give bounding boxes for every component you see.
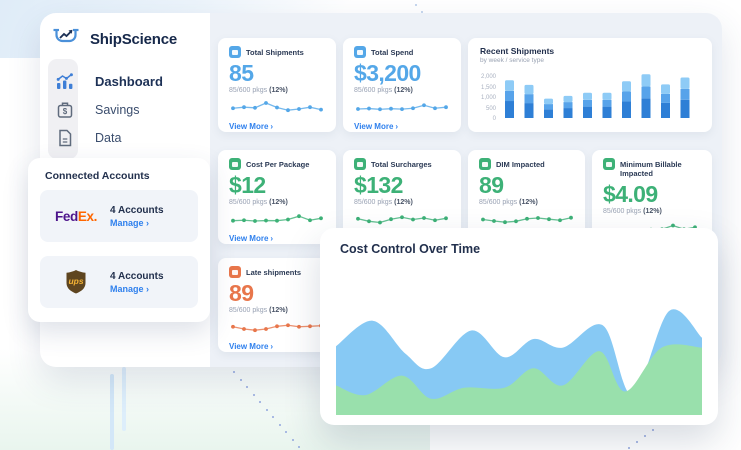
bar-chart: 2,000 1,500 1,000 500 0 — [480, 68, 700, 122]
card-recent-shipments: Recent Shipments by week / service type … — [468, 38, 712, 132]
stat-sub: 85/600 pkgs (12%) — [229, 199, 288, 206]
account-count: 4 Accounts — [110, 270, 164, 282]
sparkline-chart — [356, 215, 448, 225]
spend-icon — [354, 46, 366, 58]
chevron-right-icon: › — [270, 234, 274, 243]
chevron-right-icon: › — [270, 122, 274, 131]
connected-accounts-panel: Connected Accounts Fed Ex. 4 Accounts Man… — [28, 158, 210, 322]
sidebar-item-label: Savings — [95, 103, 140, 117]
minimum-billable-icon — [603, 158, 615, 170]
stacked-bars — [505, 74, 690, 118]
view-more-link[interactable]: View More› — [229, 122, 274, 131]
surcharges-icon — [354, 158, 366, 170]
view-more-link[interactable]: View More› — [229, 234, 274, 243]
manage-link[interactable]: Manage › — [110, 217, 150, 228]
dashboard-icon — [55, 71, 75, 91]
stat-value: 89 — [479, 172, 504, 198]
stat-sub: 85/600 pkgs (12%) — [603, 207, 662, 215]
card-title: Total Shipments — [246, 48, 304, 57]
stat-sub: 85/600 pkgs (12%) — [229, 87, 288, 94]
decor-vertical-line — [122, 367, 126, 431]
shipscience-logo-icon — [52, 25, 80, 54]
sparkline-chart — [231, 101, 323, 113]
savings-icon: $ — [55, 100, 75, 120]
stat-sub: 85/600 pkgs (12%) — [479, 199, 538, 206]
fedex-logo: Fed Ex. — [55, 208, 97, 224]
card-title: Total Surcharges — [371, 160, 432, 169]
cost-control-panel: Cost Control Over Time — [320, 228, 718, 425]
card-title: Late shipments — [246, 268, 302, 277]
card-title: Cost Per Package — [246, 160, 310, 169]
sidebar-item-savings[interactable]: $ Savings — [40, 98, 208, 122]
shipments-icon — [229, 46, 241, 58]
late-shipments-icon — [229, 266, 241, 278]
card-late-shipments: Late shipments 89 85/600 pkgs (12%) View … — [218, 258, 336, 352]
sparkline-chart — [231, 214, 323, 223]
chevron-right-icon: › — [395, 122, 399, 131]
data-document-icon — [55, 128, 75, 148]
chevron-right-icon: › — [146, 217, 150, 228]
chart-title: Recent Shipments — [480, 46, 555, 56]
card-cost-per-package: Cost Per Package $12 85/600 pkgs (12%) Vi… — [218, 150, 336, 244]
card-total-spend: Total Spend $3,200 85/600 pkgs (12%) View… — [343, 38, 461, 132]
area-chart — [336, 309, 702, 415]
card-title: DIM Impacted — [496, 160, 545, 169]
svg-text:$: $ — [63, 107, 68, 116]
view-more-link[interactable]: View More› — [229, 342, 274, 351]
stat-value: $4.09 — [603, 180, 658, 207]
card-title: Minimum Billable Impacted — [620, 160, 682, 179]
account-row-ups: ups 4 Accounts Manage › — [40, 256, 198, 308]
y-axis-labels: 2,000 1,500 1,000 500 0 — [480, 74, 496, 122]
chart-subtitle: by week / service type — [480, 57, 544, 64]
sidebar-item-dashboard[interactable]: Dashboard — [40, 69, 208, 93]
view-more-link[interactable]: View More› — [354, 122, 399, 131]
brand[interactable]: ShipScience — [52, 25, 177, 54]
stat-value: $132 — [354, 172, 403, 198]
sparkline-chart — [481, 215, 573, 225]
account-row-fedex: Fed Ex. 4 Accounts Manage › — [40, 190, 198, 242]
stat-value: $3,200 — [354, 60, 421, 86]
ups-logo: ups — [50, 269, 102, 295]
connected-accounts-title: Connected Accounts — [45, 170, 150, 182]
decor-vertical-line — [110, 374, 114, 450]
sidebar-item-label: Dashboard — [95, 73, 163, 89]
dim-impacted-icon — [479, 158, 491, 170]
stat-sub: 85/600 pkgs (12%) — [354, 199, 413, 206]
stat-sub: 85/600 pkgs (12%) — [229, 307, 288, 314]
stat-value: 89 — [229, 280, 254, 306]
stat-value: $12 — [229, 172, 266, 198]
card-total-shipments: Total Shipments 85 85/600 pkgs (12%) View… — [218, 38, 336, 132]
manage-link[interactable]: Manage › — [110, 283, 150, 294]
sidebar-item-data[interactable]: Data — [40, 126, 208, 150]
chevron-right-icon: › — [270, 342, 274, 351]
account-count: 4 Accounts — [110, 204, 164, 216]
svg-text:ups: ups — [68, 276, 83, 286]
stat-value: 85 — [229, 60, 254, 86]
panel-title: Cost Control Over Time — [340, 242, 481, 256]
sparkline-chart — [231, 323, 323, 333]
cost-per-package-icon — [229, 158, 241, 170]
stat-sub: 85/600 pkgs (12%) — [354, 87, 413, 94]
card-title: Total Spend — [371, 48, 414, 57]
sidebar-item-label: Data — [95, 131, 122, 145]
sparkline-chart — [356, 103, 448, 112]
brand-name: ShipScience — [90, 31, 178, 48]
chevron-right-icon: › — [146, 283, 150, 294]
